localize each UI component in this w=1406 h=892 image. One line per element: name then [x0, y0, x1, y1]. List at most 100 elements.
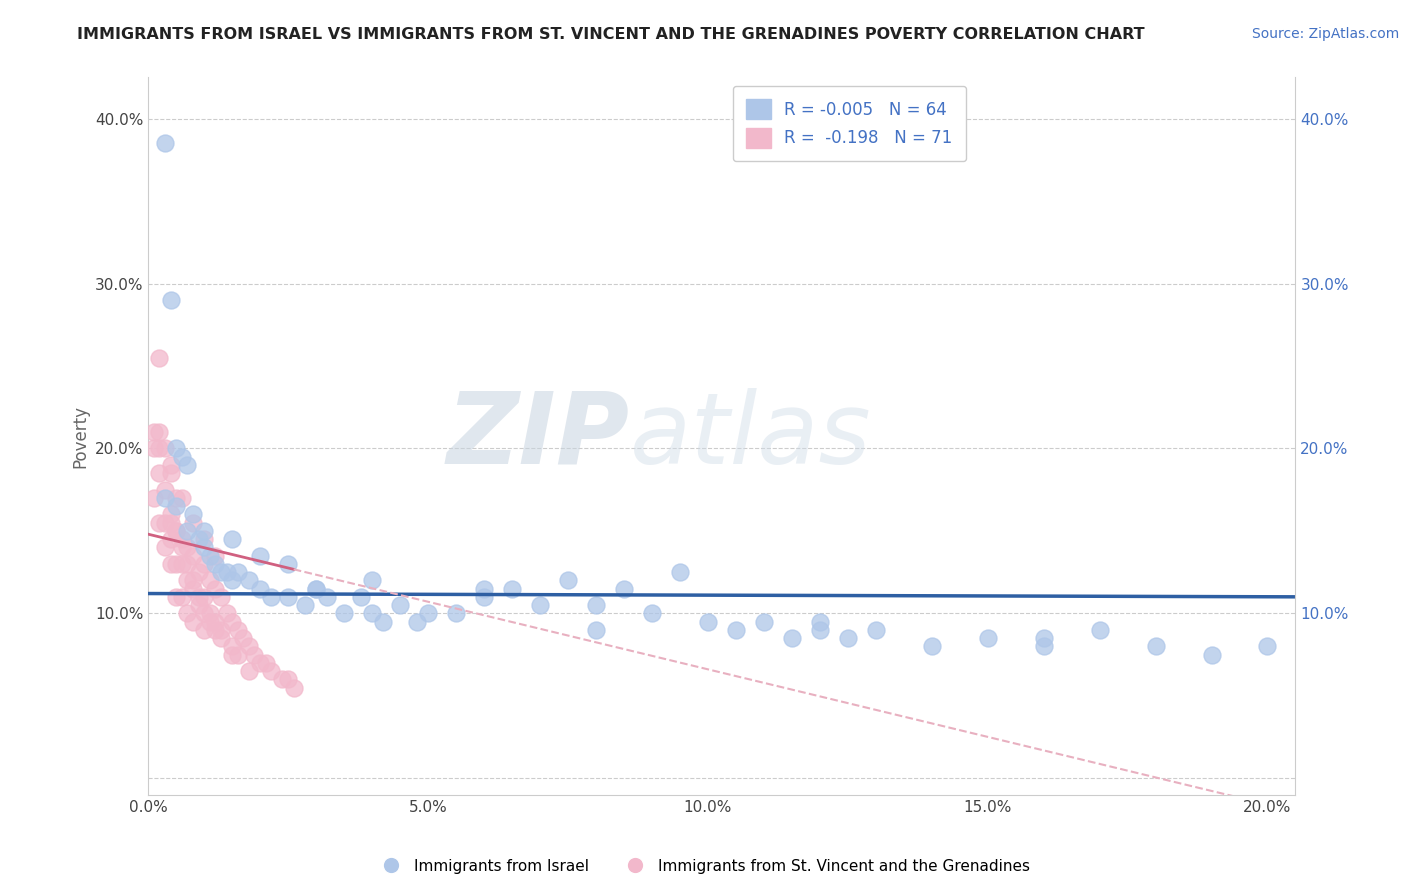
Point [221, 615, 243, 629]
Point [1032, 631, 1054, 645]
Point [159, 466, 181, 480]
Point [249, 549, 271, 563]
Point [148, 425, 170, 439]
Point [837, 631, 859, 645]
Point [176, 541, 198, 555]
Point [243, 648, 266, 662]
Point [170, 541, 193, 555]
Point [159, 557, 181, 571]
Point [373, 615, 395, 629]
Point [529, 598, 551, 612]
Point [181, 615, 204, 629]
Point [165, 590, 187, 604]
Point [260, 664, 283, 678]
Point [176, 524, 198, 538]
Point [221, 574, 243, 588]
Point [187, 532, 209, 546]
Point [165, 491, 187, 505]
Point [193, 623, 215, 637]
Text: ZIP: ZIP [447, 387, 630, 484]
Point [350, 590, 373, 604]
Text: Source: ZipAtlas.com: Source: ZipAtlas.com [1251, 27, 1399, 41]
Point [277, 673, 299, 687]
Point [305, 582, 328, 596]
Point [153, 541, 176, 555]
Point [209, 623, 232, 637]
Point [153, 491, 176, 505]
Point [333, 607, 356, 621]
Point [176, 607, 198, 621]
Point [170, 532, 193, 546]
Point [148, 351, 170, 365]
Point [271, 673, 294, 687]
Point [142, 491, 165, 505]
Point [181, 508, 204, 522]
Point [170, 491, 193, 505]
Point [221, 648, 243, 662]
Point [142, 442, 165, 456]
Point [159, 508, 181, 522]
Point [305, 582, 328, 596]
Point [416, 607, 439, 621]
Point [148, 466, 170, 480]
Point [204, 557, 226, 571]
Point [209, 565, 232, 579]
Point [1201, 648, 1223, 662]
Point [153, 483, 176, 497]
Point [215, 607, 238, 621]
Point [159, 458, 181, 472]
Point [204, 582, 226, 596]
Point [204, 549, 226, 563]
Point [181, 516, 204, 530]
Point [193, 607, 215, 621]
Point [501, 582, 523, 596]
Point [921, 640, 943, 654]
Point [724, 623, 747, 637]
Point [165, 524, 187, 538]
Point [153, 136, 176, 151]
Point [198, 549, 221, 563]
Point [198, 607, 221, 621]
Point [142, 425, 165, 439]
Point [238, 574, 260, 588]
Legend: R = -0.005   N = 64, R =  -0.198   N = 71: R = -0.005 N = 64, R = -0.198 N = 71 [733, 86, 966, 161]
Point [198, 574, 221, 588]
Point [294, 598, 316, 612]
Point [187, 590, 209, 604]
Text: atlas: atlas [630, 387, 872, 484]
Point [249, 656, 271, 670]
Point [187, 565, 209, 579]
Point [361, 574, 384, 588]
Point [181, 582, 204, 596]
Point [209, 631, 232, 645]
Point [669, 565, 692, 579]
Point [226, 623, 249, 637]
Point [405, 615, 427, 629]
Point [221, 532, 243, 546]
Point [976, 631, 998, 645]
Point [193, 557, 215, 571]
Point [254, 656, 277, 670]
Point [865, 623, 887, 637]
Point [193, 532, 215, 546]
Point [165, 557, 187, 571]
Point [277, 590, 299, 604]
Point [204, 615, 226, 629]
Point [193, 541, 215, 555]
Point [204, 623, 226, 637]
Legend: Immigrants from Israel, Immigrants from St. Vincent and the Grenadines: Immigrants from Israel, Immigrants from … [370, 853, 1036, 880]
Point [221, 640, 243, 654]
Point [444, 607, 467, 621]
Point [148, 442, 170, 456]
Point [226, 648, 249, 662]
Point [316, 590, 339, 604]
Point [249, 582, 271, 596]
Point [1144, 640, 1167, 654]
Point [226, 565, 249, 579]
Point [232, 631, 254, 645]
Point [277, 557, 299, 571]
Point [388, 598, 411, 612]
Point [260, 590, 283, 604]
Point [165, 499, 187, 513]
Point [159, 293, 181, 307]
